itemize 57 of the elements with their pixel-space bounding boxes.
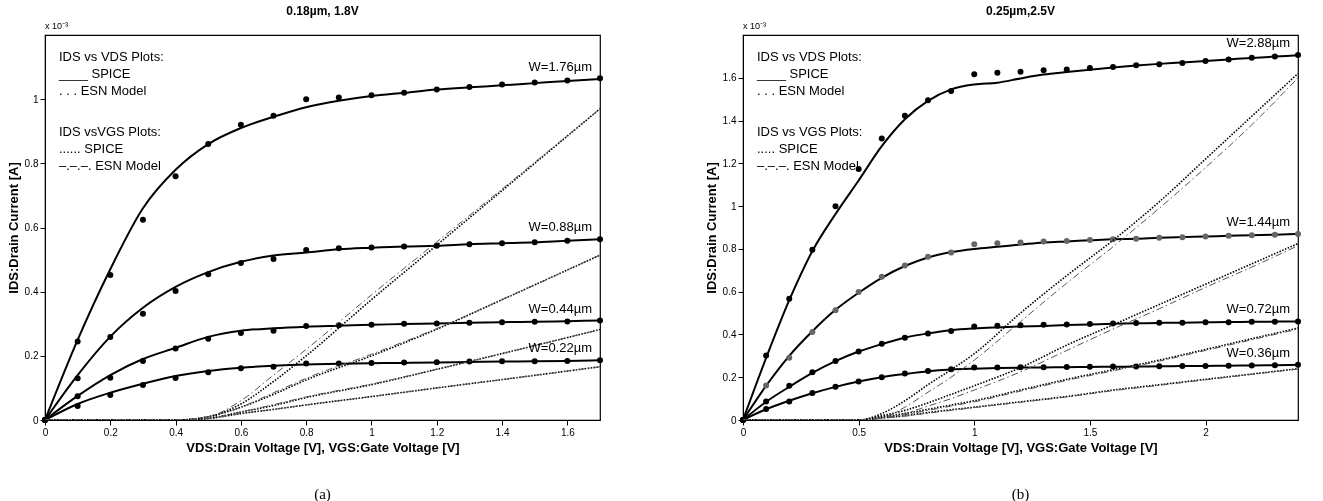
y-tick-label: 0	[730, 414, 737, 426]
annotation: IDS vsVGS Plots:	[59, 124, 161, 139]
chart-title: 0.25µm,2.5V	[986, 4, 1055, 18]
chart-title: 0.18µm, 1.8V	[286, 4, 359, 18]
y-tick-label: 0.6	[24, 222, 39, 233]
y-tick-label: 1	[32, 93, 39, 105]
y-tick-label: 1.2	[722, 157, 737, 169]
x-tick-label: 0.5	[852, 426, 867, 438]
y-tick-label: 1.4	[722, 115, 737, 127]
y-tick-label: 0.4	[24, 286, 39, 298]
series-label: W=0.88µm	[528, 219, 592, 235]
y-axis-title: IDS:Drain Current [A]	[5, 162, 21, 294]
y-tick-label: 1	[730, 200, 737, 212]
x-tick-label: 1.6	[560, 426, 576, 438]
x-tick-label: 2	[1203, 426, 1210, 438]
series-label: W=1.44µm	[1226, 213, 1290, 229]
y-axis-title: IDS:Drain Current [A]	[703, 162, 719, 294]
y-tick-label: 0.6	[722, 286, 737, 298]
series-label: W=0.22µm	[528, 340, 592, 356]
series-label: W=0.72µm	[1226, 301, 1290, 317]
y-tick-label: 0.8	[722, 243, 737, 255]
y-tick-label: 0.4	[722, 328, 737, 340]
series-label: W=1.76µm	[528, 58, 592, 74]
x-tick-label: 1	[369, 426, 376, 438]
x-tick-label: 0.8	[299, 426, 315, 438]
x-tick-label: 0.6	[234, 426, 249, 438]
annotation: –.–.–. ESN Model	[757, 158, 859, 173]
x-axis-title: VDS:Drain Voltage [V], VGS:Gate Voltage [V]	[884, 439, 1158, 455]
x-tick-label: 0	[42, 426, 49, 438]
y-tick-label: 1.6	[722, 72, 737, 84]
annotation: IDS vs VDS Plots:	[757, 49, 862, 64]
x-tick-label: 1	[971, 426, 978, 438]
x-tick-label: 1.5	[1083, 426, 1098, 438]
x-tick-label: 0.4	[169, 426, 184, 438]
x-tick-label: 1.2	[430, 426, 445, 438]
series-label: W=0.44µm	[528, 300, 592, 316]
annotation: IDS vs VGS Plots:	[757, 124, 863, 139]
annotation: . . . ESN Model	[59, 83, 147, 98]
y-tick-label: 0.2	[24, 350, 39, 362]
text: x 10⁻³	[743, 21, 767, 31]
annotation: ____ SPICE	[756, 66, 829, 81]
x-tick-label: 1.4	[495, 426, 510, 438]
y-tick-label: 0.8	[24, 157, 39, 169]
x-axis-title: VDS:Drain Voltage [V], VGS:Gate Voltage [V]	[186, 439, 460, 455]
x-tick-label: 0	[740, 426, 747, 438]
series-label: W=2.88µm	[1226, 35, 1290, 51]
annotation: ____ SPICE	[58, 66, 131, 81]
annotation: IDS vs VDS Plots:	[59, 49, 164, 64]
y-tick-label: 0	[32, 414, 39, 426]
x-tick-label: 0.2	[103, 426, 119, 438]
y-tick-label: 0.2	[722, 371, 737, 383]
series-label: W=0.36µm	[1226, 344, 1290, 360]
annotation: . . . ESN Model	[757, 83, 845, 98]
text: x 10⁻³	[45, 21, 69, 31]
annotation: ...... SPICE	[59, 141, 124, 156]
annotation: –.–.–. ESN Model	[59, 158, 161, 173]
annotation: ..... SPICE	[757, 141, 819, 156]
